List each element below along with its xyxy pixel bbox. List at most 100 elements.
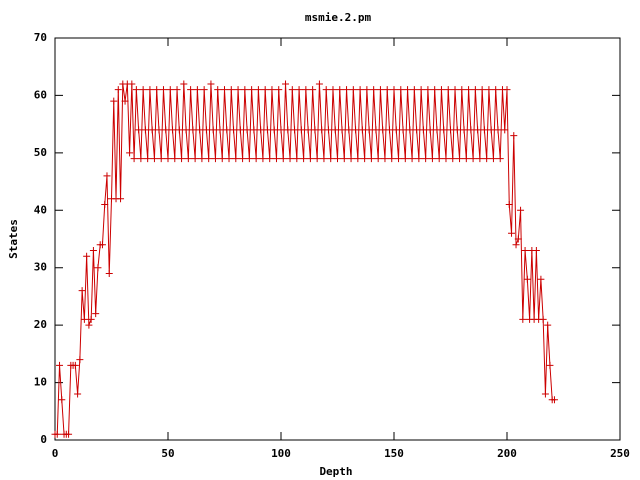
data-point [257,126,265,134]
data-point [297,126,305,134]
data-point [241,86,249,94]
data-point [184,155,192,163]
data-point [92,310,100,318]
data-point [146,86,154,94]
data-point [214,86,222,94]
data-point [65,430,73,438]
data-point [306,155,314,163]
data-point [272,155,280,163]
data-point [128,80,136,88]
data-point [218,155,226,163]
data-point [117,195,125,203]
data-point [162,126,170,134]
data-point [135,126,143,134]
data-point [399,126,407,134]
data-point [141,126,149,134]
data-point [245,155,253,163]
data-point [221,86,228,94]
data-point [254,86,262,94]
y-tick-label: 40 [34,203,47,216]
data-point [232,155,240,163]
data-point [236,126,244,134]
data-point [216,126,224,134]
data-point [343,86,351,94]
data-point [234,86,242,94]
data-point [550,396,558,404]
data-point [395,155,403,163]
data-point [345,126,353,134]
data-point [422,155,430,163]
x-tick-label: 200 [497,447,517,460]
data-point [198,155,206,163]
data-point [503,86,511,94]
data-point [406,126,414,134]
data-point [404,86,412,94]
data-point [295,86,303,94]
data-point [94,264,102,272]
data-point [492,86,500,94]
data-point [512,241,520,249]
data-point [320,155,328,163]
data-point [252,155,260,163]
data-point [87,315,95,323]
data-point [485,86,493,94]
data-point [383,86,391,94]
data-point [336,86,344,94]
data-point [347,155,355,163]
data-point [487,126,495,134]
data-point [401,155,409,163]
data-point [169,126,177,134]
data-point [537,275,545,283]
data-point [202,126,210,134]
data-point [392,126,400,134]
data-point [456,155,464,163]
data-point [191,155,199,163]
data-point [300,155,308,163]
x-tick-label: 0 [52,447,59,460]
data-point [381,155,389,163]
y-tick-label: 10 [34,376,47,389]
data-point [322,86,330,94]
x-tick-label: 50 [161,447,174,460]
data-point [275,86,283,94]
data-point [415,155,423,163]
data-point [483,155,491,163]
data-point [426,126,434,134]
data-point [358,126,366,134]
data-point [413,126,421,134]
data-point [239,155,247,163]
data-point [189,126,197,134]
y-tick-label: 20 [34,318,47,331]
data-point [517,206,525,214]
data-point [352,126,360,134]
plot-frame [54,37,621,441]
data-point [173,86,181,94]
data-point [458,86,466,94]
data-point [440,126,448,134]
data-point [390,86,398,94]
y-tick-label: 70 [34,31,47,44]
data-point [78,287,86,295]
data-point [313,155,321,163]
data-point [148,126,156,134]
data-point [71,361,79,369]
data-point [478,86,486,94]
data-point [153,86,161,94]
data-point [178,155,186,163]
data-point [171,155,179,163]
data-point [505,201,513,209]
data-point [266,155,274,163]
data-point [279,155,287,163]
data-point [435,155,443,163]
data-point [268,86,276,94]
data-point [187,86,195,94]
data-point [205,155,213,163]
data-point [385,126,393,134]
data-point [207,80,215,88]
data-point [227,86,235,94]
data-point [363,86,371,94]
data-line [55,83,555,435]
data-point [277,126,285,134]
x-tick-label: 250 [610,447,630,460]
